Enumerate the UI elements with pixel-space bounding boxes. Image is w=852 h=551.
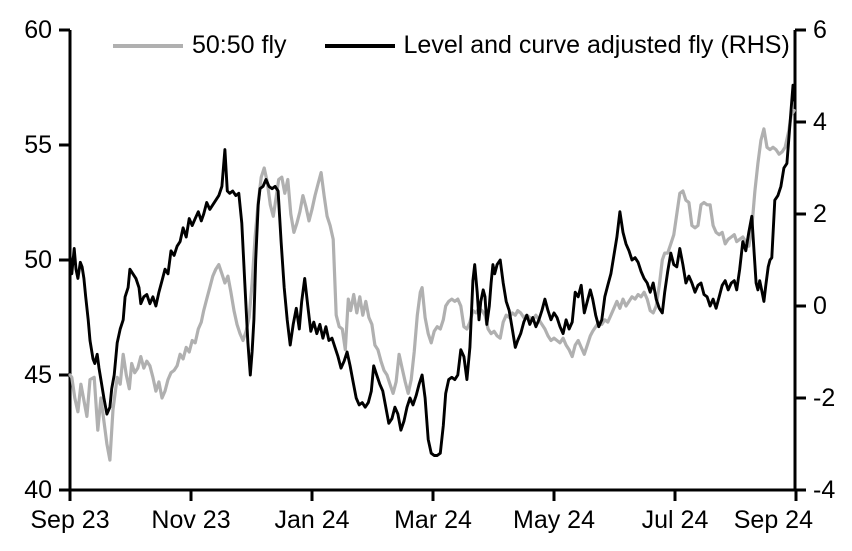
x-axis-tick-label: Sep 24 — [734, 506, 813, 534]
black-line-swatch — [324, 43, 395, 48]
x-axis-tick-label: Sep 23 — [30, 506, 109, 534]
series-line-adjusted-fly — [68, 83, 797, 457]
left-axis-tick-label: 50 — [24, 246, 52, 274]
gray-line-swatch — [113, 43, 183, 48]
legend-item-5050-fly: 50:50 fly — [113, 31, 287, 60]
x-axis-tick-label: Jul 24 — [642, 506, 709, 534]
legend-label-5050-fly: 50:50 fly — [192, 31, 287, 59]
right-axis-tick-label: -2 — [813, 384, 835, 412]
right-axis-tick-label: 6 — [813, 16, 827, 44]
right-axis-tick-label: 4 — [813, 108, 827, 136]
x-axis-tick-label: Jan 24 — [274, 506, 349, 534]
series-line-5050-fly — [68, 108, 796, 462]
left-axis-tick-label: 45 — [24, 361, 52, 389]
x-axis-tick-label: Nov 23 — [151, 506, 230, 534]
right-axis-tick-label: -4 — [813, 476, 835, 504]
right-axis-tick-label: 0 — [813, 292, 827, 320]
chart-legend: 50:50 fly Level and curve adjusted fly (… — [113, 31, 790, 60]
left-axis-tick-label: 40 — [24, 476, 52, 504]
x-axis-tick-label: Mar 24 — [394, 506, 472, 534]
legend-label-adjusted-fly: Level and curve adjusted fly (RHS) — [403, 31, 790, 59]
right-axis-tick-label: 2 — [813, 200, 827, 228]
legend-item-adjusted-fly: Level and curve adjusted fly (RHS) — [324, 31, 790, 60]
left-axis-tick-label: 60 — [24, 16, 52, 44]
x-axis-tick-label: May 24 — [513, 506, 595, 534]
left-axis-tick-label: 55 — [24, 131, 52, 159]
